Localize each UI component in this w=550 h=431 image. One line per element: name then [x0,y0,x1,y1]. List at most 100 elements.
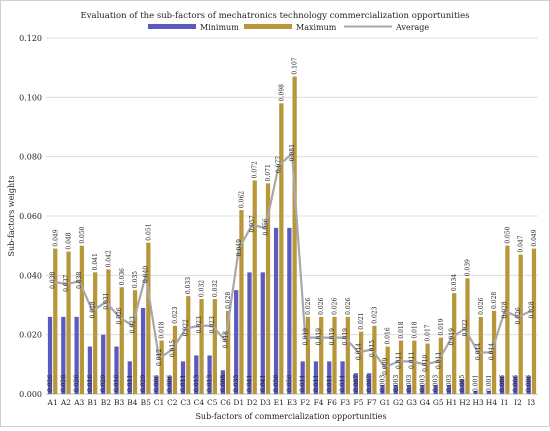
data-label-minimum: 0.011 [340,375,347,392]
bar-maximum [345,316,350,394]
bar-maximum [53,248,58,394]
data-label-minimum: 0.003 [379,375,386,392]
bar-maximum [452,293,457,394]
y-tick-label: 0.000 [19,390,42,399]
x-tick-label: G2 [393,398,404,407]
legend-swatch-minimum [148,24,196,29]
data-label-maximum: 0.023 [371,306,378,323]
data-label-average: 0.015 [169,340,176,357]
bar-maximum [226,310,231,394]
data-label-minimum: 0.011 [326,375,333,392]
bar-minimum [433,385,438,394]
data-label-average: 0.010 [422,355,429,372]
bar-minimum [473,391,478,394]
bar-minimum [127,361,132,394]
x-tick-label: H4 [486,398,498,407]
bar-maximum [159,340,164,394]
data-label-average: 0.019 [302,328,309,345]
data-label-maximum: 0.098 [278,84,285,101]
data-label-average: 0.026 [515,307,522,324]
bar-maximum [412,340,417,394]
x-tick-label: I2 [514,398,522,407]
y-tick-label: 0.120 [19,34,42,43]
y-axis-ticks: 0.000 0.020 0.040 0.060 0.080 0.100 0.120 [19,34,42,399]
bar-maximum [292,76,297,395]
data-label-average: 0.038 [50,272,57,289]
x-tick-label: B2 [101,398,112,407]
bar-maximum [531,248,537,394]
data-label-average: 0.019 [342,328,349,345]
y-tick-label: 0.100 [19,93,42,102]
x-tick-label: A3 [73,398,84,407]
bar-maximum [252,180,257,394]
data-label-maximum: 0.039 [464,259,471,276]
chart-title: Evaluation of the sub-factors of mechatr… [81,11,470,21]
data-label-maximum: 0.021 [358,313,365,330]
data-label-minimum: 0.041 [260,375,267,392]
data-label-maximum: 0.049 [531,229,538,246]
bar-minimum [101,334,106,394]
data-label-minimum: 0.007 [366,375,373,392]
data-label-maximum: 0.023 [172,306,179,323]
bar-minimum [74,316,79,394]
bar-minimum [114,346,119,394]
data-label-minimum: 0.016 [114,375,121,392]
data-label-average: 0.011 [435,352,442,369]
x-tick-label: F4 [314,398,324,407]
x-tick-label: F3 [340,398,350,407]
data-label-average: 0.031 [103,292,110,309]
x-tick-label: E1 [274,398,284,407]
bar-maximum [505,245,510,394]
bar-minimum [180,361,186,394]
data-label-average: 0.018 [223,331,230,348]
bar-minimum [393,385,398,394]
x-tick-label: C4 [194,398,205,407]
data-label-maximum: 0.050 [79,226,86,243]
data-label-maximum: 0.018 [411,321,418,338]
data-label-average: 0.019 [316,328,323,345]
data-label-maximum: 0.051 [145,224,152,241]
x-tick-label: A2 [60,398,71,407]
data-label-maximum: 0.036 [119,268,126,285]
data-label-maximum: 0.034 [451,274,458,291]
data-label-average: 0.019 [449,328,456,345]
data-label-average: 0.040 [143,266,150,283]
x-tick-label: F2 [300,398,310,407]
x-tick-label: A1 [47,398,58,407]
data-label-maximum: 0.042 [105,250,112,267]
bar-minimum [287,227,292,394]
data-label-minimum: 0.056 [273,375,280,392]
data-label-minimum: 0.001 [486,375,493,392]
bar-minimum [234,290,239,394]
x-tick-label: B3 [114,398,125,407]
bar-maximum [132,290,138,394]
data-label-minimum: 0.011 [300,375,307,392]
x-tick-label: H3 [473,398,485,407]
x-tick-label: G1 [380,398,391,407]
x-tick-label: C2 [167,398,178,407]
bar-maximum [478,316,483,394]
bar-maximum [212,299,217,394]
data-label-minimum: 0.006 [167,375,174,392]
bar-maximum [279,103,284,395]
x-tick-label: I3 [527,398,535,407]
bar-maximum [518,254,523,394]
y-tick-label: 0.060 [19,212,42,221]
bar-minimum [61,316,66,394]
data-label-minimum: 0.005 [459,375,466,392]
bar-maximum [186,296,191,394]
bar-minimum [420,385,425,394]
data-label-minimum: 0.006 [153,375,160,392]
bar-maximum [66,251,71,394]
bar-minimum [300,361,305,394]
legend-label-average: Average [395,23,429,32]
data-label-minimum: 0.011 [127,375,134,392]
data-label-maximum: 0.062 [238,191,245,208]
bar-minimum [513,376,518,394]
data-label-maximum: 0.026 [305,298,312,315]
data-label-average: 0.049 [236,239,243,256]
data-label-minimum: 0.056 [286,375,293,392]
x-tick-label: D2 [247,398,258,407]
bar-maximum [398,340,404,394]
x-tick-label: C6 [220,398,231,407]
